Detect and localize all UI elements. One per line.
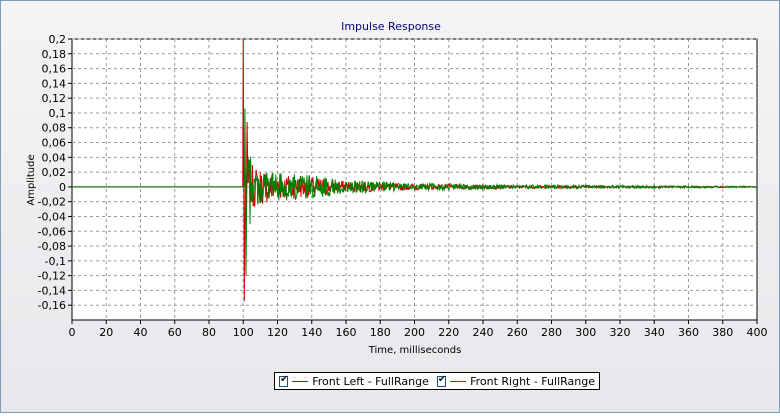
y-tick-label: -0,04	[38, 210, 66, 223]
x-tick-label: 140	[301, 326, 322, 339]
front-right-checkbox[interactable]	[436, 374, 446, 387]
y-tick-label: 0,06	[42, 137, 67, 150]
y-tick-label: -0,02	[38, 196, 66, 209]
x-tick-label: 300	[575, 326, 596, 339]
chart-title: Impulse Response	[341, 20, 441, 33]
x-tick-label: 400	[747, 326, 768, 339]
y-tick-label: -0,16	[38, 299, 66, 312]
y-tick-label: 0,08	[42, 122, 67, 135]
x-tick-label: 240	[473, 326, 494, 339]
x-tick-label: 120	[267, 326, 288, 339]
x-tick-label: 100	[233, 326, 254, 339]
y-tick-label: 0,18	[42, 48, 67, 61]
x-tick-label: 160	[336, 326, 357, 339]
front-left-checkbox[interactable]	[279, 374, 288, 387]
x-tick-label: 320	[610, 326, 631, 339]
x-tick-label: 0	[69, 326, 76, 339]
y-tick-label: 0,1	[49, 107, 67, 120]
x-axis-ticks: 0 20 40 60 80 100 120 140 160 180 200 220 240 260 280 3…	[69, 320, 768, 339]
front-right-legend-label: Front Right - FullRange	[470, 374, 595, 388]
x-tick-label: 380	[712, 326, 733, 339]
series-line-front-right	[72, 108, 757, 276]
y-tick-label: 0,2	[49, 33, 67, 46]
y-tick-label: -0,1	[45, 255, 66, 268]
y-axis-label: Amplitude	[26, 154, 37, 205]
front-left-swatch	[291, 380, 309, 382]
front-left-legend-label: Front Left - FullRange	[312, 374, 429, 388]
x-tick-label: 260	[507, 326, 528, 339]
y-axis-ticks: 0,2 0,18 0,160,14 0,12 0,1 0,08 0,060,04 0,02 0 -…	[38, 33, 72, 312]
x-tick-label: 20	[99, 326, 113, 339]
x-tick-label: 220	[438, 326, 459, 339]
grid	[72, 38, 757, 320]
x-tick-label: 80	[202, 326, 216, 339]
series-group	[72, 38, 757, 302]
legend: Front Left - FullRange Front Right - Ful…	[274, 372, 600, 390]
y-tick-label: 0	[59, 181, 66, 194]
y-tick-label: -0,08	[38, 240, 66, 253]
x-tick-label: 280	[541, 326, 562, 339]
front-right-swatch	[449, 380, 467, 382]
y-tick-label: 0,02	[42, 166, 67, 179]
x-tick-label: 200	[404, 326, 425, 339]
y-tick-label: 0,04	[42, 151, 67, 164]
x-tick-label: 340	[644, 326, 665, 339]
x-tick-label: 360	[678, 326, 699, 339]
y-tick-label: 0,16	[42, 63, 67, 76]
x-tick-label: 40	[134, 326, 148, 339]
x-tick-label: 60	[168, 326, 182, 339]
y-tick-label: -0,12	[38, 270, 66, 283]
y-tick-label: -0,06	[38, 225, 66, 238]
y-tick-label: -0,14	[38, 284, 66, 297]
x-tick-label: 180	[370, 326, 391, 339]
y-tick-label: 0,12	[42, 92, 67, 105]
y-tick-label: 0,14	[42, 77, 67, 90]
x-axis-label: Time, milliseconds	[368, 345, 462, 356]
